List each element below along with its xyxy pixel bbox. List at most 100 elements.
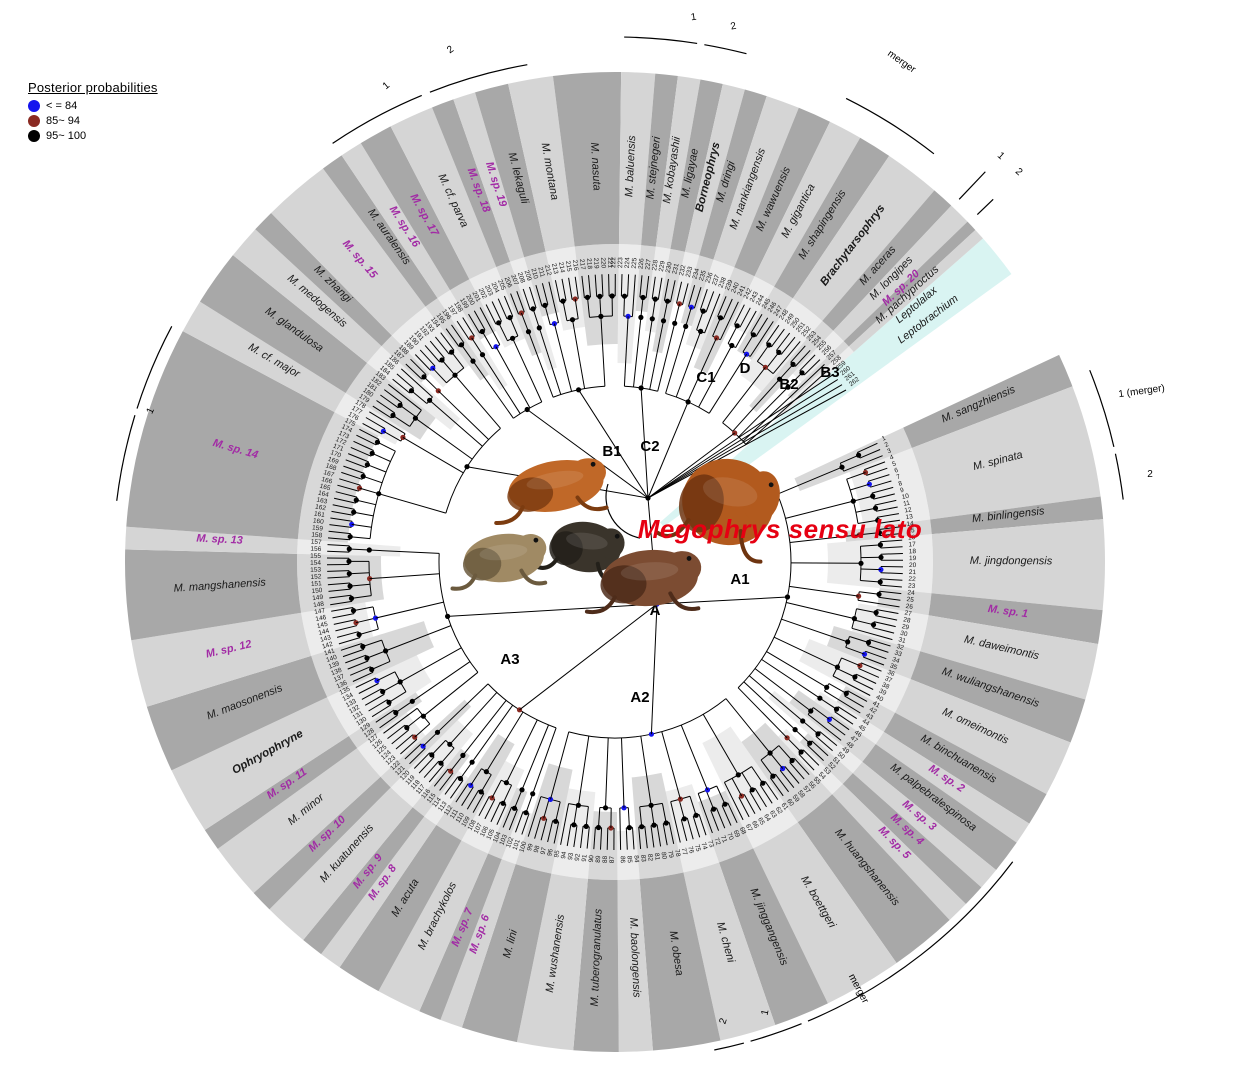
tip-number: 92 [574,853,582,861]
tip-number: 232 [678,264,687,277]
tree-branch [432,367,447,384]
tip-number: 145 [316,621,328,630]
tree-branch [766,352,780,369]
tip-number: 75 [693,844,702,853]
tip-number: 142 [321,641,334,651]
tree-branch [350,536,371,540]
tree-branch [353,440,374,451]
node-dot [734,323,740,329]
tree-branch [399,647,462,683]
tree-branch [525,793,534,813]
tree-branch [461,344,474,362]
tree-branch [704,293,721,334]
tip-number: 37 [884,675,894,684]
wedge-shade [680,255,714,327]
tree-branch [793,364,825,394]
wedge-shade [702,726,798,849]
tree-branch [668,822,675,845]
node-dot [353,620,359,626]
tip-number: 30 [899,630,908,639]
tree-branch [794,729,811,744]
tree-branch [400,368,433,398]
node-dot [672,320,678,326]
tree-branch [509,317,519,337]
tip-number: 67 [744,823,754,833]
tip-number: 162 [315,503,327,512]
wedge-shade [644,246,671,333]
tree-branch [350,666,371,676]
tree-branch [743,794,756,814]
clade-label: A1 [730,571,749,588]
tree-branch [535,284,543,307]
tree-branch [751,766,764,784]
tree-branch [347,660,369,670]
wedge-shade [737,286,793,360]
tree-branch [620,274,623,297]
tree-branch [375,709,395,723]
tree-branch [412,661,471,702]
tree-branch [328,588,351,592]
tree-branch [627,274,630,297]
tree-branch [851,627,893,641]
tree-branch [341,471,363,480]
tree-branch [366,650,386,659]
tree-branch [491,779,502,799]
tip-number: 208 [516,271,526,284]
tip-number: 137 [333,673,346,684]
tree-branch [775,773,789,793]
tree-branch [540,818,548,841]
tree-branch [647,373,834,499]
tree-branch [515,811,524,833]
tree-branch [650,805,655,826]
tree-branch [410,358,427,376]
tip-number: 15 [907,527,915,535]
tree-branch [678,799,685,819]
tree-branch [849,636,869,643]
tree-branch [440,332,455,351]
tree-branch [543,798,550,819]
scale-mark-tick [976,198,994,215]
tree-branch [877,513,899,518]
tree-branch [368,699,388,712]
tree-branch [455,783,469,803]
node-dot [870,622,877,628]
tree-branch [358,683,379,694]
tip-number: 235 [698,269,708,282]
wedge-shade [826,625,921,680]
wedge-shade [334,392,405,445]
tip-number: 81 [653,853,661,861]
tree-branch [330,517,353,522]
tree-branch [785,500,854,519]
tip-number: 233 [685,265,695,278]
tip-number: 201 [470,290,481,303]
tip-number: 20 [909,562,917,569]
tree-branch [451,324,465,344]
tree-branch [798,753,815,771]
tip-number: 214 [557,261,566,273]
tip-number: 134 [341,692,354,703]
scale-mark-arc [807,861,1014,1022]
tip-number: 97 [540,846,549,855]
node-dot [530,791,536,797]
tree-branch [858,668,880,678]
tree-branch [777,466,843,495]
tip-number: 61 [779,802,789,812]
tree-branch [738,797,750,818]
scale-mark-label: 1 [690,12,697,24]
tree-branch [331,510,354,516]
tree-branch [605,483,641,539]
clade-label: B3 [820,364,839,381]
tree-branch [859,532,880,536]
wedge-shade [297,412,379,543]
tip-number: 87 [609,856,616,864]
tip-number: 52 [827,761,837,771]
tree-branch [640,387,649,499]
tip-number: 24 [907,589,915,597]
tip-number: 11 [903,500,911,508]
tip-number: 236 [705,271,715,284]
tree-branch [353,606,374,612]
species-wedge [303,807,425,955]
tree-branch [623,296,625,317]
tip-number: 140 [325,654,338,664]
